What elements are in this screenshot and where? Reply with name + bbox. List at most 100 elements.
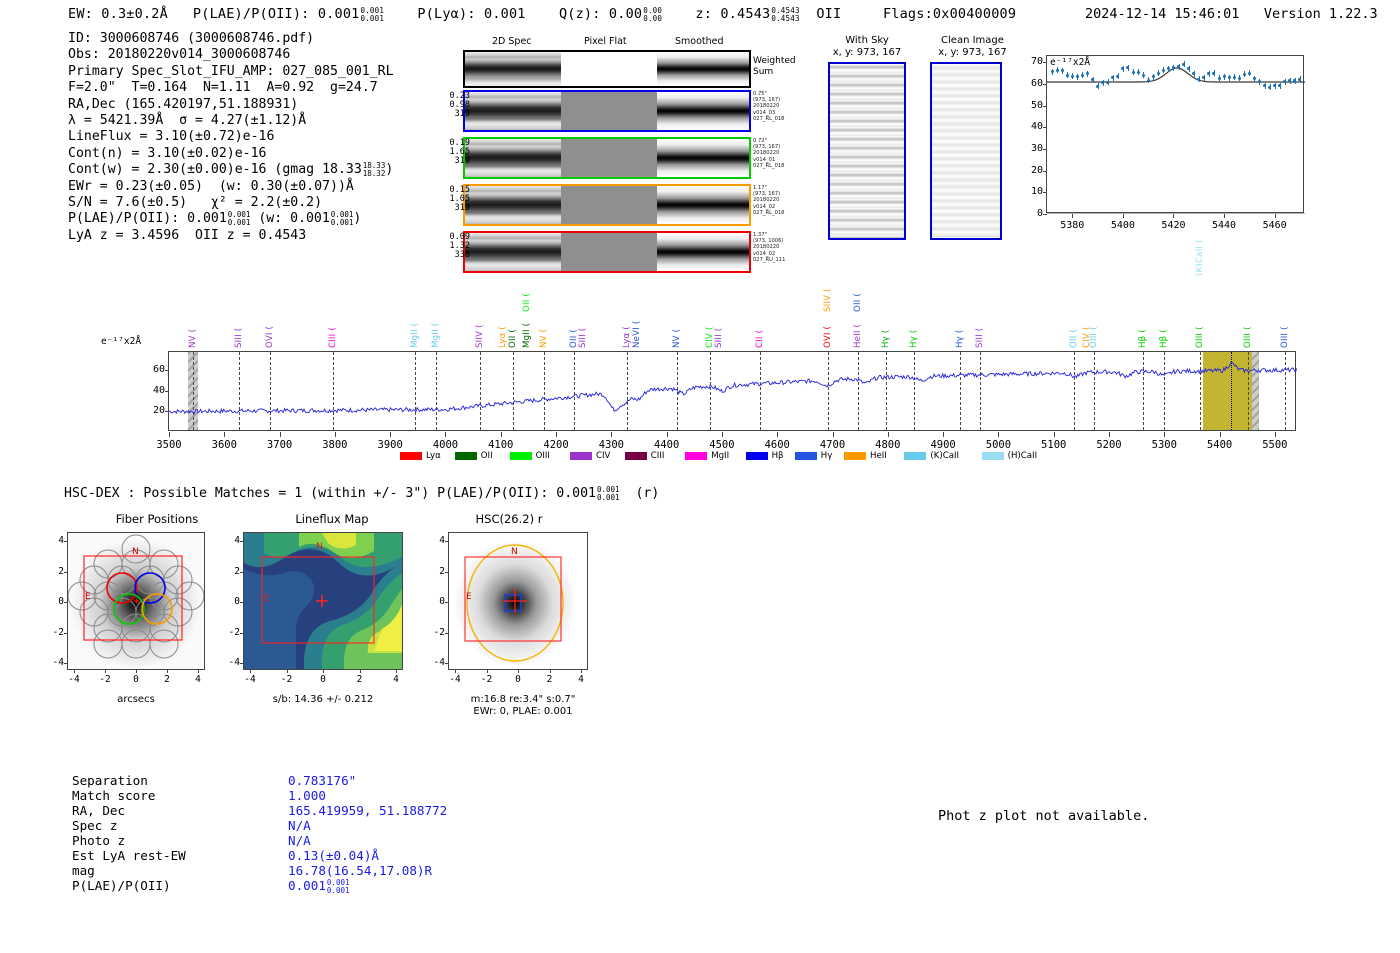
match-detail-key-0: Separation xyxy=(72,773,148,788)
spec2d-row-1-values: 0.19 1.65 319 xyxy=(449,138,470,167)
emission-line-label-3: CIII ( xyxy=(327,327,338,348)
info-plae-errors: 0.001 0.001 xyxy=(227,210,251,228)
spectrum-line-marker-7 xyxy=(512,352,514,430)
sq-xtick xyxy=(105,669,106,673)
zoom-plot-point xyxy=(1166,67,1170,71)
emission-line-label-30: OIII ( xyxy=(1088,326,1099,348)
spectrum-line-marker-4 xyxy=(415,352,417,430)
emission-line-label-36: OIII ( xyxy=(1279,326,1290,348)
zoom-plot-xtick-label: 5420 xyxy=(1161,220,1186,231)
legend-swatch-9 xyxy=(904,452,927,460)
sq-xtick xyxy=(455,669,456,673)
detection-info-block: ID: 3000608746 (3000608746.pdf) Obs: 201… xyxy=(68,31,394,244)
lineflux-map-panel[interactable]: N E -4 -4 -2 -2 0 0 2 2 4 4 xyxy=(229,532,403,685)
sq-xtick xyxy=(74,669,75,673)
zoom-plot-point xyxy=(1065,73,1069,77)
header-z-type: OII xyxy=(816,6,842,22)
zoom-plot-point xyxy=(1278,84,1282,88)
zoom-plot-point xyxy=(1288,79,1292,83)
spectrum-xtick-label: 5100 xyxy=(1041,439,1067,451)
zoom-plot-point xyxy=(1136,70,1140,74)
spec2d-row-1-2dspec-image xyxy=(465,139,561,177)
zoom-plot-point xyxy=(1212,71,1216,75)
spectrum-line-marker-1 xyxy=(239,352,241,430)
zoom-plot-ytick-label: 30 xyxy=(1030,143,1043,155)
zoom-plot-point xyxy=(1146,78,1150,82)
legend-swatch-7 xyxy=(794,452,817,460)
sq-xtick xyxy=(359,669,361,673)
sq-ytick xyxy=(445,632,449,634)
spectrum-line-marker-10 xyxy=(626,352,628,430)
info-primary-slot: Primary Spec_Slot_IFU_AMP: 027_085_001_R… xyxy=(68,63,394,79)
lineflux-map-caption: s/b: 14.36 +/- 0.212 xyxy=(272,694,374,705)
spectrum-xtick xyxy=(666,432,668,437)
spec2d-weighted-sum-strip[interactable] xyxy=(463,50,751,88)
sq-xtick-label: 4 xyxy=(578,674,584,685)
sq-ytick xyxy=(445,663,449,664)
spec2d-row-strip-1[interactable] xyxy=(463,137,751,179)
spectrum-line-marker-22 xyxy=(1143,352,1145,430)
zoom-plot-point xyxy=(1085,72,1089,76)
emission-line-label-16: NV ( xyxy=(671,328,682,348)
spec2d-row-1-smoothed-image xyxy=(657,139,749,177)
legend-swatch-8 xyxy=(844,452,866,460)
spectrum-line-marker-2 xyxy=(269,352,271,430)
hsc-image-graphic: N E xyxy=(449,533,587,669)
hscdex-filter: (r) xyxy=(635,486,660,501)
zoom-plot-point xyxy=(1187,67,1191,71)
sq-ytick-label: -4 xyxy=(228,657,240,668)
legend-swatch-6 xyxy=(745,452,768,460)
spec2d-row-2-smoothed-image xyxy=(657,186,749,224)
emission-line-label-20: OVI ( xyxy=(823,325,834,348)
spec2d-row-3-pixelflat-image xyxy=(561,233,657,271)
fiber-positions-panel[interactable]: N E -4 -4 -2 -2 0 0 2 2 4 4 xyxy=(53,532,205,685)
legend-label-5: MgII xyxy=(711,451,730,461)
sq-xtick-label: -2 xyxy=(480,674,493,685)
emission-line-label-31: Hβ ( xyxy=(1138,329,1149,348)
spec2d-row-strip-0[interactable] xyxy=(463,90,751,132)
zoom-plot-point xyxy=(1197,77,1201,81)
legend-label-4: CIII xyxy=(650,451,665,461)
with-sky-coords-text: x, y: 973, 167 xyxy=(832,47,902,58)
spectrum-xtick-label: 3600 xyxy=(211,439,237,451)
info-plae-w-errors: 0.001 0.001 xyxy=(330,210,354,228)
spectrum-line-marker-3 xyxy=(332,352,334,430)
spec2d-weighted-2dspec-image xyxy=(465,52,561,86)
emission-line-label-10: OII ( xyxy=(522,293,533,312)
emission-line-label-25: Hγ ( xyxy=(909,329,920,348)
spectrum-xtick xyxy=(279,432,281,437)
emission-line-label-5: MgII ( xyxy=(430,322,441,348)
spec2d-row-2-2dspec-image xyxy=(465,186,561,224)
zoom-plot-xtick xyxy=(1122,214,1124,218)
zoom-plot-point xyxy=(1151,75,1155,79)
hsc-image-panel[interactable]: N E -4 -4 -2 -2 0 0 2 2 4 4 xyxy=(434,532,588,685)
spec2d-row-3-smoothed-image xyxy=(657,233,749,271)
zoom-plot-point xyxy=(1202,76,1206,80)
sq-ytick xyxy=(64,571,68,573)
zoom-plot-point xyxy=(1096,84,1100,88)
spectrum-ytick-label: 60 xyxy=(152,364,165,376)
zoom-plot-point xyxy=(1121,67,1125,71)
info-sn-chi2: S/N = 7.6(±0.5) χ² = 2.2(±0.2) xyxy=(68,195,323,211)
sq-xtick-label: -2 xyxy=(99,674,111,685)
legend-label-1: OII xyxy=(480,451,493,461)
with-sky-image[interactable] xyxy=(828,62,906,240)
clean-image-panel-title: Clean Image x, y: 973, 167 xyxy=(915,35,1030,59)
spectrum-xtick-label: 5000 xyxy=(985,439,1012,451)
clean-image-image[interactable] xyxy=(930,62,1002,240)
spec2d-row-strip-3[interactable] xyxy=(463,231,751,273)
emission-line-label-2: OVI ( xyxy=(264,325,275,348)
sq-xtick xyxy=(396,669,397,673)
info-id: ID: 3000608746 (3000608746.pdf) xyxy=(68,31,315,46)
sq-xtick-label: -4 xyxy=(244,674,256,685)
line-zoom-plot[interactable]: e⁻¹⁷x2Å 0 10 20 30 40 50 60 70 5380 5400 5420 5440 5… xyxy=(1031,55,1305,231)
emission-line-label-19: CII ( xyxy=(754,329,765,348)
info-lineflux: LineFlux = 3.10(±0.72)e-16 xyxy=(68,129,275,145)
sq-xtick xyxy=(167,669,168,673)
full-spectrum-plot[interactable]: 20 40 60 3500 3600 3700 3800 3900 4000 4100 4200 43… xyxy=(153,351,1297,451)
spec2d-row-strip-2[interactable] xyxy=(463,184,751,226)
zoom-plot-ytick-label: 60 xyxy=(1030,78,1043,90)
zoom-plot-point xyxy=(1101,81,1105,85)
zoom-plot-ytick xyxy=(1043,105,1047,107)
zoom-plot-point xyxy=(1232,75,1236,79)
